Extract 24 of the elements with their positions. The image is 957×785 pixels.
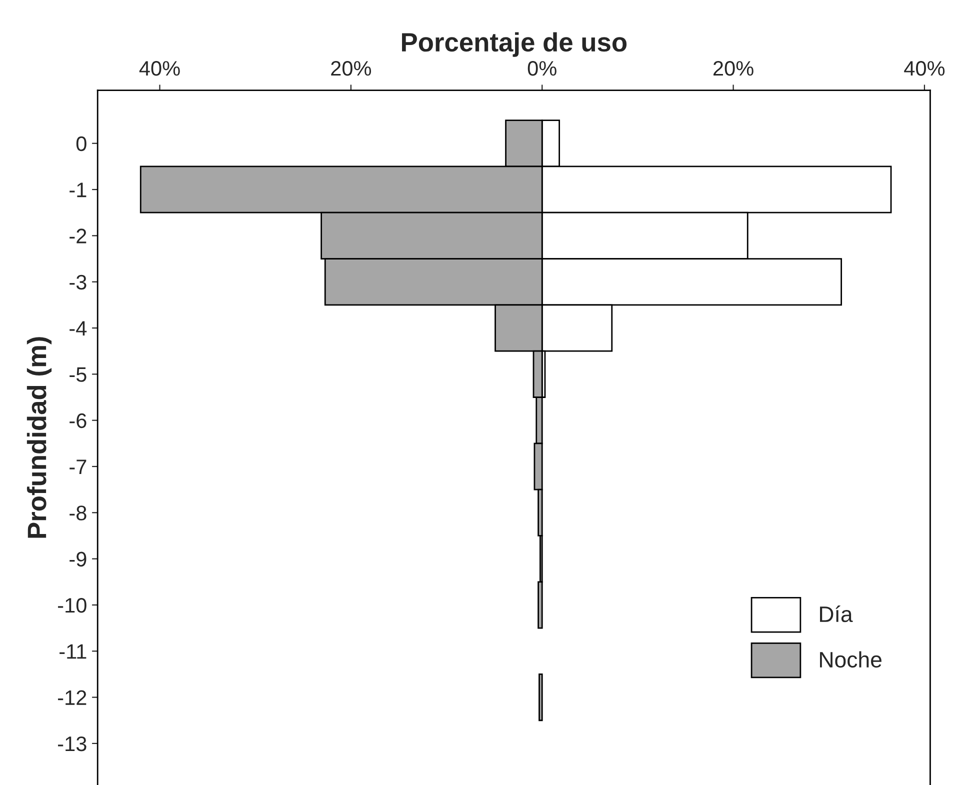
chart-title: Porcentaje de uso (402, 32, 627, 57)
y-tick-label: -10 (58, 598, 86, 613)
y-tick-label: -3 (70, 274, 86, 290)
y-tick-label: -12 (58, 690, 86, 705)
y-tick-label: -6 (70, 413, 86, 428)
x-tick-label: 20% (713, 60, 754, 76)
x-tick-label: 40% (904, 60, 945, 76)
x-tick-label: 20% (331, 60, 372, 76)
y-tick-label: -8 (70, 506, 86, 520)
x-tick-label: 40% (139, 60, 180, 76)
y-tick-label: -11 (60, 644, 86, 659)
y-tick-label: -7 (70, 460, 86, 474)
y-tick-label: -4 (70, 321, 87, 336)
y-tick-label: -2 (70, 228, 86, 244)
legend-label: Día (820, 606, 853, 622)
y-tick-label: 0 (76, 136, 86, 152)
y-tick-label: -1 (70, 182, 86, 198)
y-tick-label: -5 (70, 367, 86, 382)
x-tick-label: 0% (528, 60, 556, 76)
legend-label: Noche (820, 651, 882, 668)
bar (538, 674, 543, 722)
y-tick-label: -9 (70, 552, 86, 567)
y-tick-label: -13 (58, 736, 86, 752)
y-axis-title: Profundidad (m) (26, 337, 52, 538)
